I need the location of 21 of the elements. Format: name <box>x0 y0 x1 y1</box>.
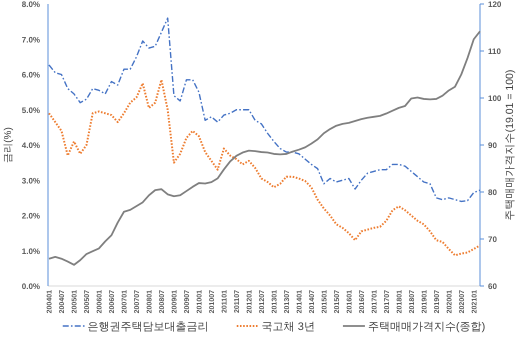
y-tick-label: 1.0% <box>22 246 40 256</box>
y2-tick-label: 120 <box>488 0 502 9</box>
y-axis-title: 금리(%) <box>3 127 14 163</box>
legend-label: 국고채 3년 <box>262 321 315 333</box>
y2-tick-label: 70 <box>488 235 498 244</box>
y2-tick-label: 60 <box>488 282 498 291</box>
y2-axis-title: 주택매매가격지수(19.01 = 100) <box>504 70 516 220</box>
y-tick-label: 4.0% <box>22 141 40 150</box>
y-tick-label: 7.0% <box>22 35 40 44</box>
y2-tick-label: 100 <box>488 94 502 103</box>
legend-label: 주택매매가격지수(종합) <box>368 321 486 333</box>
y-tick-label: 6.0% <box>22 70 40 80</box>
y-tick-label: 5.0% <box>22 106 40 115</box>
y-tick-label: 0.0% <box>22 282 40 291</box>
legend-label: 은행권주택담보대출금리 <box>88 321 209 333</box>
y2-tick-label: 90 <box>488 141 498 150</box>
y-tick-label: 2.0% <box>22 212 40 220</box>
y2-tick-label: 80 <box>488 188 498 197</box>
y-tick-label: 3.0% <box>22 176 40 186</box>
y2-tick-label: 110 <box>488 47 502 56</box>
y-tick-label: 8.0% <box>22 0 40 9</box>
